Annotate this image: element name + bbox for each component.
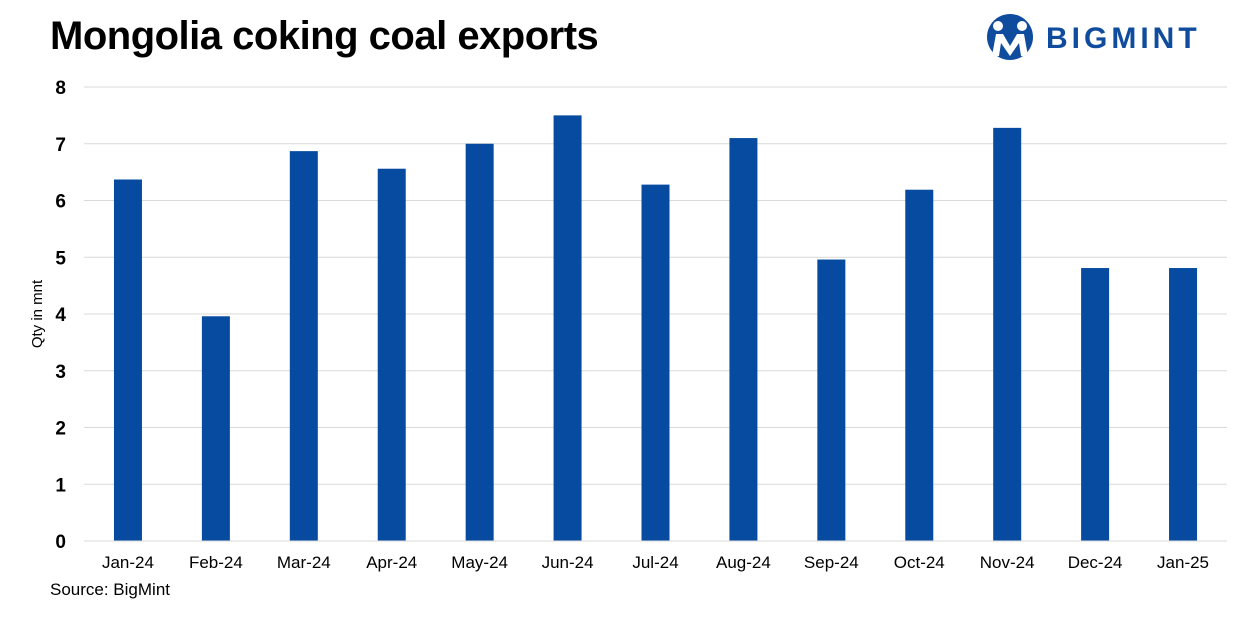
y-axis-label: Qty in mnt <box>29 279 46 348</box>
bigmint-logo-text: BIGMINT <box>1046 22 1201 55</box>
x-tick-label: Nov-24 <box>980 553 1035 572</box>
bar-nov-24 <box>993 127 1022 542</box>
y-axis-ticks: 0 1 2 3 4 5 6 7 8 <box>55 78 66 553</box>
bar-jun-24 <box>553 115 582 541</box>
chart-title: Mongolia coking coal exports <box>50 14 599 58</box>
source-note: Source: BigMint <box>50 580 170 599</box>
y-tick-label: 2 <box>55 419 66 440</box>
x-tick-label: Jan-24 <box>102 553 154 572</box>
bar-may-24 <box>465 143 494 541</box>
x-tick-label: Jul-24 <box>632 553 678 572</box>
bar-jan-25 <box>1169 268 1198 541</box>
bar-dec-24 <box>1081 268 1110 541</box>
y-tick-label: 7 <box>55 135 66 156</box>
y-tick-label: 4 <box>55 305 66 326</box>
bar-apr-24 <box>377 168 406 541</box>
y-tick-label: 5 <box>55 248 66 269</box>
x-tick-label: May-24 <box>451 553 508 572</box>
bar-mar-24 <box>289 151 318 541</box>
bar-feb-24 <box>201 316 230 541</box>
bars <box>113 115 1198 542</box>
y-tick-label: 8 <box>55 78 66 99</box>
bar-oct-24 <box>905 189 934 541</box>
bar-jul-24 <box>641 184 670 542</box>
y-tick-label: 3 <box>55 362 66 383</box>
x-tick-label: Jun-24 <box>542 553 594 572</box>
x-axis-ticks: Jan-24 Feb-24 Mar-24 Apr-24 May-24 Jun-24 Jul-… <box>102 553 1209 572</box>
y-tick-label: 1 <box>55 475 66 496</box>
x-tick-label: Feb-24 <box>189 553 243 572</box>
x-tick-label: Oct-24 <box>894 553 945 572</box>
x-tick-label: Mar-24 <box>277 553 331 572</box>
bar-jan-24 <box>113 179 142 541</box>
x-tick-label: Sep-24 <box>804 553 859 572</box>
bigmint-logo-icon <box>987 14 1033 60</box>
bigmint-logo: BIGMINT <box>984 12 1244 62</box>
x-tick-label: Aug-24 <box>716 553 771 572</box>
x-tick-label: Jan-25 <box>1157 553 1209 572</box>
y-tick-label: 6 <box>55 192 66 213</box>
x-tick-label: Dec-24 <box>1068 553 1123 572</box>
x-tick-label: Apr-24 <box>366 553 417 572</box>
y-tick-label: 0 <box>55 532 66 553</box>
bar-sep-24 <box>817 259 846 541</box>
bar-aug-24 <box>729 138 758 541</box>
